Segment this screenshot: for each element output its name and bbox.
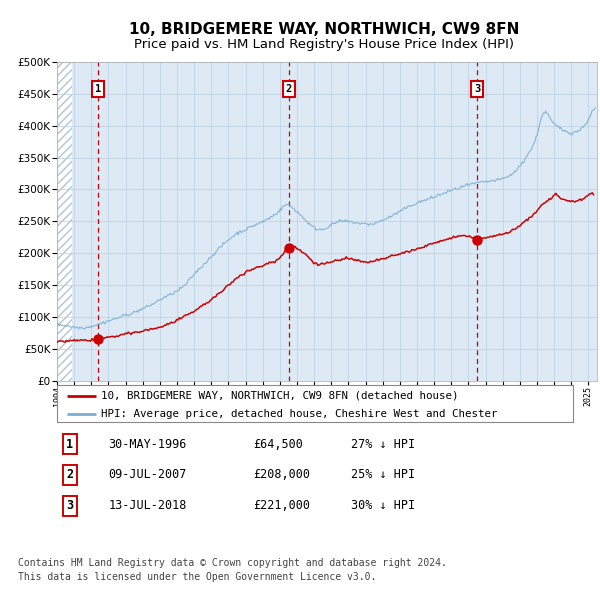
Text: £208,000: £208,000 [253, 468, 310, 481]
Text: 1: 1 [67, 438, 73, 451]
Text: 10, BRIDGEMERE WAY, NORTHWICH, CW9 8FN: 10, BRIDGEMERE WAY, NORTHWICH, CW9 8FN [129, 22, 519, 37]
Text: 10, BRIDGEMERE WAY, NORTHWICH, CW9 8FN (detached house): 10, BRIDGEMERE WAY, NORTHWICH, CW9 8FN (… [101, 391, 458, 401]
Text: 2: 2 [286, 84, 292, 94]
Text: 30% ↓ HPI: 30% ↓ HPI [351, 499, 415, 512]
Text: HPI: Average price, detached house, Cheshire West and Chester: HPI: Average price, detached house, Ches… [101, 409, 497, 419]
Text: Price paid vs. HM Land Registry's House Price Index (HPI): Price paid vs. HM Land Registry's House … [134, 38, 514, 51]
Text: 3: 3 [474, 84, 481, 94]
Text: 27% ↓ HPI: 27% ↓ HPI [351, 438, 415, 451]
Text: 2: 2 [67, 468, 73, 481]
Text: 3: 3 [67, 499, 73, 512]
Text: 09-JUL-2007: 09-JUL-2007 [109, 468, 187, 481]
Text: Contains HM Land Registry data © Crown copyright and database right 2024.
This d: Contains HM Land Registry data © Crown c… [18, 558, 446, 582]
Text: 25% ↓ HPI: 25% ↓ HPI [351, 468, 415, 481]
Text: 1: 1 [95, 84, 101, 94]
Text: 30-MAY-1996: 30-MAY-1996 [109, 438, 187, 451]
Text: £221,000: £221,000 [253, 499, 310, 512]
Text: £64,500: £64,500 [253, 438, 303, 451]
Text: 13-JUL-2018: 13-JUL-2018 [109, 499, 187, 512]
